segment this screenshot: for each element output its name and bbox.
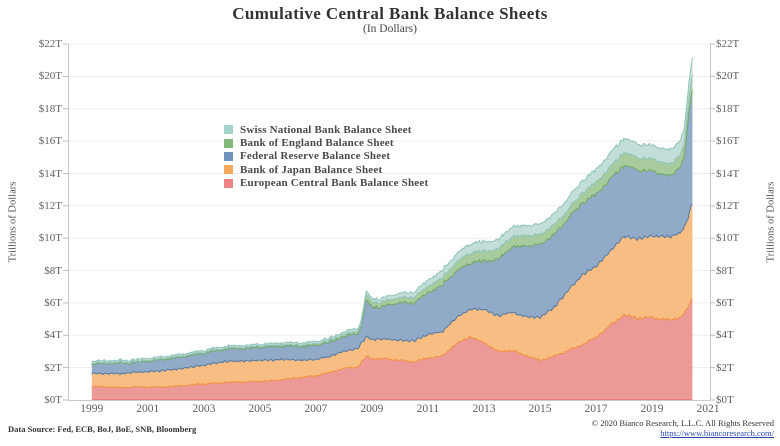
x-tick-label: 2019 bbox=[640, 403, 664, 415]
y-tick-label-right: $0T bbox=[716, 394, 734, 406]
y-tick-label-left: $14T bbox=[38, 167, 62, 180]
y-tick-label-left: $2T bbox=[44, 361, 62, 374]
x-tick-label: 2013 bbox=[472, 403, 496, 415]
legend-label: Federal Reserve Balance Sheet bbox=[240, 150, 391, 163]
legend-swatch-boe bbox=[224, 138, 233, 148]
data-source-note: Data Source: Fed, ECB, BoJ, BoE, SNB, Bl… bbox=[8, 424, 197, 434]
legend-item: European Central Bank Balance Sheet bbox=[224, 177, 428, 190]
legend: Swiss National Bank Balance Sheet Bank of… bbox=[224, 123, 428, 190]
y-tick-label-left: $18T bbox=[38, 102, 62, 115]
y-tick-label-right: $6T bbox=[716, 296, 734, 309]
y-axis-title-right: Trillions of Dollars bbox=[765, 181, 777, 263]
y-tick-label-right: $18T bbox=[716, 102, 740, 115]
y-tick-label-left: $16T bbox=[38, 135, 62, 148]
footer-right: © 2020 Bianco Research, L.L.C. All Right… bbox=[592, 417, 774, 438]
y-tick-label-right: $2T bbox=[716, 361, 734, 374]
y-tick-label-left: $22T bbox=[38, 38, 62, 50]
x-tick-label: 2001 bbox=[136, 403, 160, 415]
y-tick-label-right: $10T bbox=[716, 232, 740, 245]
legend-swatch-ecb bbox=[224, 178, 233, 188]
chart-title: Cumulative Central Bank Balance Sheets bbox=[232, 4, 548, 23]
y-tick-label-left: $10T bbox=[38, 232, 62, 245]
y-tick-label-right: $22T bbox=[716, 38, 740, 50]
legend-item: Swiss National Bank Balance Sheet bbox=[224, 123, 428, 136]
x-tick-label: 2005 bbox=[248, 403, 272, 415]
y-tick-label-left: $0T bbox=[44, 394, 62, 406]
website-link[interactable]: https://www.biancoresearch.com/ bbox=[660, 427, 774, 438]
legend-swatch-fed bbox=[224, 151, 233, 161]
x-tick-label: 2017 bbox=[584, 403, 608, 415]
legend-swatch-snb bbox=[224, 125, 233, 135]
y-tick-label-right: $20T bbox=[716, 70, 740, 83]
legend-item: Bank of England Balance Sheet bbox=[224, 136, 428, 149]
y-tick-label-right: $16T bbox=[716, 135, 740, 148]
x-tick-label: 2021 bbox=[696, 403, 720, 415]
y-axis-title-left: Trillions of Dollars bbox=[7, 181, 19, 263]
legend-swatch-boj bbox=[224, 165, 233, 175]
y-tick-label-left: $12T bbox=[38, 199, 62, 212]
x-tick-label: 2007 bbox=[304, 403, 328, 415]
legend-item: Federal Reserve Balance Sheet bbox=[224, 150, 428, 163]
y-tick-label-left: $20T bbox=[38, 70, 62, 83]
y-tick-label-right: $4T bbox=[716, 329, 734, 342]
y-tick-label-right: $14T bbox=[716, 167, 740, 180]
y-tick-label-left: $8T bbox=[44, 264, 62, 277]
legend-label: Bank of Japan Balance Sheet bbox=[240, 163, 383, 176]
y-tick-label-left: $6T bbox=[44, 296, 62, 309]
legend-label: European Central Bank Balance Sheet bbox=[240, 177, 429, 190]
x-tick-label: 1999 bbox=[80, 403, 104, 415]
y-tick-label-right: $8T bbox=[716, 264, 734, 277]
legend-label: Swiss National Bank Balance Sheet bbox=[240, 123, 412, 136]
y-tick-label-right: $12T bbox=[716, 199, 740, 212]
x-tick-label: 2011 bbox=[416, 403, 440, 415]
copyright-note: © 2020 Bianco Research, L.L.C. All Right… bbox=[591, 418, 774, 428]
x-tick-label: 2015 bbox=[528, 403, 552, 415]
chart-subtitle: (In Dollars) bbox=[363, 23, 417, 35]
x-tick-label: 2003 bbox=[192, 403, 216, 415]
x-tick-label: 2009 bbox=[360, 403, 384, 415]
legend-label: Bank of England Balance Sheet bbox=[240, 137, 394, 150]
legend-item: Bank of Japan Balance Sheet bbox=[224, 163, 428, 176]
y-tick-label-left: $4T bbox=[44, 329, 62, 342]
